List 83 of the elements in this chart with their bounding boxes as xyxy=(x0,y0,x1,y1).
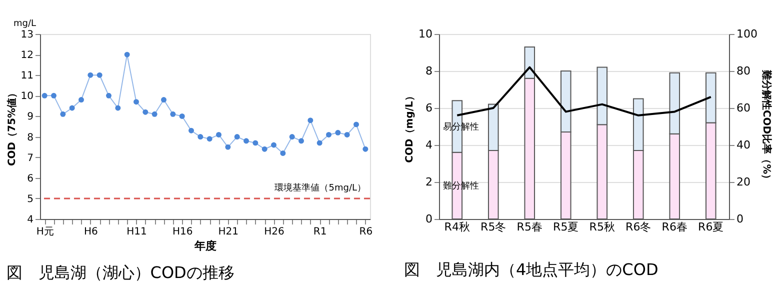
point xyxy=(271,142,276,148)
y-tick-label: 4 xyxy=(426,138,432,152)
x-tick-label: R1 xyxy=(313,226,327,238)
x-tick-label: R5夏 xyxy=(553,220,579,234)
y-axis-title: COD（75%値） xyxy=(6,88,18,166)
x-tick-label: R6 xyxy=(359,226,373,238)
y2-tick-label: 80 xyxy=(736,64,750,78)
y-tick-label: 7 xyxy=(27,152,34,164)
point xyxy=(298,138,304,144)
point xyxy=(78,97,84,103)
point xyxy=(106,92,112,98)
point xyxy=(225,144,231,150)
y-tick-label: 12 xyxy=(20,50,34,62)
x-axis-title: 年度 xyxy=(194,240,216,252)
ref-line-label: 環境基準値（5mg/L） xyxy=(274,182,366,194)
point xyxy=(354,122,359,128)
x-tick-label: H16 xyxy=(172,226,193,238)
point xyxy=(60,111,66,117)
point xyxy=(51,92,56,98)
point xyxy=(115,105,121,111)
y-tick-label: 5 xyxy=(27,194,34,205)
point xyxy=(335,130,341,136)
point xyxy=(289,134,295,140)
x-tick-label: H11 xyxy=(126,226,147,238)
point xyxy=(244,138,249,144)
y-tick-label: 6 xyxy=(27,173,34,184)
point xyxy=(142,109,148,115)
x-tick-label: R5秋 xyxy=(589,220,615,234)
point xyxy=(344,132,350,138)
point xyxy=(161,97,166,103)
point xyxy=(88,72,94,78)
y-tick-label: 4 xyxy=(27,214,34,226)
point xyxy=(188,128,194,134)
point xyxy=(308,118,314,124)
y-tick-label: 10 xyxy=(20,91,34,102)
y2-tick-label: 20 xyxy=(736,176,750,188)
point xyxy=(152,111,158,117)
point xyxy=(362,146,368,152)
point xyxy=(179,113,185,119)
x-tick-label: R6冬 xyxy=(626,220,652,234)
x-tick-label: H6 xyxy=(84,226,98,238)
y2-tick-label: 40 xyxy=(736,138,750,152)
point xyxy=(262,146,268,152)
y-tick-label: 0 xyxy=(426,212,432,226)
y2-axis-title: 難分解性COD比率（%） xyxy=(760,68,772,184)
text: 図 児島湖（湖心）CODの推移 xyxy=(6,263,234,282)
text: 図 児島湖内（4地点平均）のCOD xyxy=(404,260,658,279)
y-tick-label: 11 xyxy=(20,70,34,82)
x-tick-label: R6春 xyxy=(662,220,688,234)
line-series xyxy=(456,66,712,116)
y-tick-label: 8 xyxy=(426,64,432,78)
x-tick-label: H元 xyxy=(36,226,54,238)
y-tick-label: 2 xyxy=(426,176,432,188)
x-tick-label: R5春 xyxy=(516,220,542,234)
y-tick-label: 8 xyxy=(27,132,34,144)
y-axis-title: COD（mg/L） xyxy=(404,91,416,163)
text: mg/L xyxy=(13,19,36,29)
point xyxy=(234,134,240,140)
y-tick-label: 9 xyxy=(27,112,34,123)
y-tick-label: 6 xyxy=(426,102,432,114)
x-tick-label: R5冬 xyxy=(480,220,506,234)
y2-tick-label: 100 xyxy=(736,28,758,40)
point xyxy=(69,105,75,111)
point xyxy=(124,52,130,58)
point xyxy=(42,92,48,98)
point xyxy=(198,134,204,140)
point xyxy=(326,132,332,138)
point xyxy=(216,132,222,138)
y2-tick-label: 0 xyxy=(736,212,744,226)
point xyxy=(252,140,258,146)
point xyxy=(280,150,286,156)
x-tick-label: R6夏 xyxy=(698,220,724,234)
point xyxy=(96,72,102,78)
y2-tick-label: 60 xyxy=(736,102,750,114)
point xyxy=(170,111,176,117)
point xyxy=(206,136,212,142)
x-tick-label: R4秋 xyxy=(444,220,470,234)
y-tick-label: 13 xyxy=(20,30,34,40)
y-tick-label: 10 xyxy=(418,28,432,40)
x-tick-label: H21 xyxy=(218,226,239,238)
point xyxy=(316,140,322,146)
point xyxy=(134,99,139,105)
x-tick-label: H26 xyxy=(264,226,284,238)
